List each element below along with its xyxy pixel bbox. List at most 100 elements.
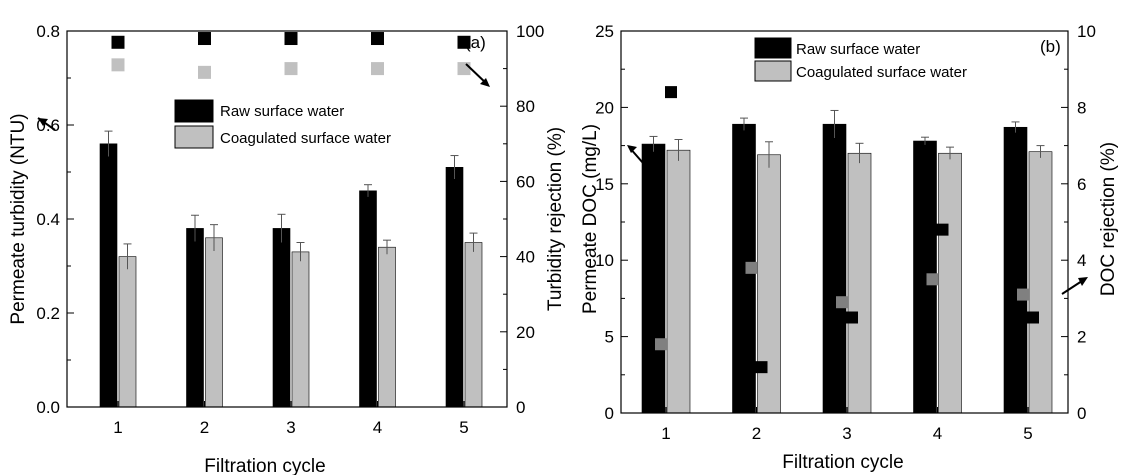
left-tick-label: 5 bbox=[605, 328, 614, 347]
rejection-marker bbox=[371, 62, 384, 76]
bar-raw-cycle-5 bbox=[1003, 126, 1028, 414]
left-tick-label: 0.2 bbox=[36, 304, 60, 323]
legend-label-coagulated: Coagulated surface water bbox=[220, 130, 391, 147]
panel-a-left-ticks: 0.00.20.40.60.8 bbox=[36, 22, 74, 417]
right-tick-label: 4 bbox=[1077, 251, 1086, 270]
panel-b-right-ticks: 0 2 4 6 8 10 bbox=[1061, 22, 1096, 423]
rejection-marker bbox=[284, 62, 298, 76]
panel-a-x-axis-title: Filtration cycle bbox=[204, 456, 325, 475]
panel-a-x-ticks: 1 2 3 4 5 bbox=[113, 401, 469, 437]
rejection-marker bbox=[371, 32, 384, 46]
rejection-marker bbox=[836, 296, 848, 309]
right-tick-label: 0 bbox=[1077, 404, 1086, 423]
left-tick-label: 25 bbox=[595, 22, 614, 41]
panel-b-x-ticks: 1 2 3 4 5 bbox=[661, 407, 1033, 443]
rejection-marker bbox=[1027, 311, 1039, 324]
right-tick-label: 2 bbox=[1077, 328, 1086, 347]
right-tick-label: 0 bbox=[516, 398, 525, 417]
rejection-marker bbox=[655, 338, 667, 351]
bar-coagulated-cycle-5 bbox=[464, 242, 483, 408]
left-tick-label: 15 bbox=[595, 175, 614, 194]
x-tick-label: 1 bbox=[113, 418, 122, 437]
legend-label-coagulated: Coagulated surface water bbox=[796, 64, 967, 81]
left-tick-label: 10 bbox=[595, 251, 614, 270]
rejection-marker bbox=[926, 273, 939, 286]
panel-a-rejection-markers bbox=[111, 32, 471, 79]
right-tick-label: 20 bbox=[516, 323, 535, 342]
legend-label-raw: Raw surface water bbox=[796, 41, 920, 58]
panel-a-left-axis-title: Permeate turbidity (NTU) bbox=[8, 113, 29, 324]
left-tick-label: 0.0 bbox=[36, 398, 60, 417]
panel-b-label: (b) bbox=[1040, 37, 1061, 56]
x-tick-label: 5 bbox=[1023, 424, 1032, 443]
panel-a-bars bbox=[99, 143, 483, 408]
panel-a-label: (a) bbox=[465, 33, 486, 52]
x-tick-label: 2 bbox=[200, 418, 209, 437]
bar-raw-cycle-4 bbox=[359, 190, 377, 408]
bar-raw-cycle-3 bbox=[822, 123, 847, 414]
panel-b-left-ticks: 0 5 10 15 20 25 bbox=[595, 22, 628, 423]
left-tick-label: 20 bbox=[595, 98, 614, 117]
right-tick-label: 6 bbox=[1077, 175, 1086, 194]
panel-b-right-axis-title: DOC rejection (%) bbox=[1098, 142, 1119, 296]
panel-b-left-axis-title: Permeate DOC (mg/L) bbox=[580, 124, 601, 314]
right-tick-label: 60 bbox=[516, 172, 535, 191]
right-tick-label: 80 bbox=[516, 97, 535, 116]
right-tick-label: 8 bbox=[1077, 98, 1086, 117]
bar-coagulated-cycle-3 bbox=[291, 251, 310, 408]
bar-coagulated-cycle-1 bbox=[666, 149, 691, 414]
x-tick-label: 1 bbox=[661, 424, 670, 443]
bar-coagulated-cycle-2 bbox=[205, 237, 223, 408]
panel-a-right-ticks: 0 20 40 60 80 100 bbox=[500, 22, 544, 417]
panel-b-bars bbox=[641, 123, 1053, 414]
x-tick-label: 3 bbox=[286, 418, 295, 437]
bar-raw-cycle-2 bbox=[186, 228, 204, 408]
bar-coagulated-cycle-4 bbox=[378, 246, 396, 408]
right-tick-label: 10 bbox=[1077, 22, 1096, 41]
x-tick-label: 5 bbox=[459, 418, 468, 437]
x-tick-label: 4 bbox=[933, 424, 942, 443]
rejection-marker bbox=[846, 311, 858, 324]
panel-b-error-bars bbox=[649, 109, 1045, 168]
x-tick-label: 2 bbox=[752, 424, 761, 443]
bar-raw-cycle-1 bbox=[99, 143, 118, 408]
legend-swatch-coagulated bbox=[754, 60, 792, 82]
x-tick-label: 4 bbox=[373, 418, 382, 437]
rejection-marker bbox=[745, 261, 758, 274]
right-tick-label: 100 bbox=[516, 22, 544, 41]
panel-a-error-bars bbox=[104, 130, 478, 270]
rejection-marker bbox=[1017, 288, 1029, 301]
rejection-marker bbox=[111, 35, 125, 49]
bar-coagulated-cycle-1 bbox=[118, 256, 137, 408]
bar-coagulated-cycle-4 bbox=[938, 152, 962, 414]
legend-swatch-coagulated bbox=[174, 125, 214, 149]
panel-b-arrows bbox=[627, 145, 1088, 295]
bar-raw-cycle-1 bbox=[641, 143, 666, 414]
legend-label-raw: Raw surface water bbox=[220, 103, 344, 120]
left-tick-label: 0.4 bbox=[36, 210, 60, 229]
panel-a-legend: Raw surface water Coagulated surface wat… bbox=[174, 99, 391, 149]
right-tick-label: 40 bbox=[516, 248, 535, 267]
bar-raw-cycle-3 bbox=[272, 228, 291, 408]
rejection-marker bbox=[198, 32, 211, 46]
panel-b-rejection-markers bbox=[655, 86, 1039, 374]
rejection-marker bbox=[665, 86, 677, 99]
legend-swatch-raw bbox=[754, 37, 792, 59]
panel-a-arrows bbox=[37, 63, 490, 131]
left-tick-label: 0 bbox=[605, 404, 614, 423]
rejection-marker bbox=[198, 65, 211, 79]
bar-raw-cycle-5 bbox=[445, 167, 464, 408]
legend-swatch-raw bbox=[174, 99, 214, 123]
panel-b-legend: Raw surface water Coagulated surface wat… bbox=[754, 37, 967, 82]
bar-coagulated-cycle-2 bbox=[757, 154, 781, 414]
panel-b-x-axis-title: Filtration cycle bbox=[782, 452, 903, 473]
rejection-marker bbox=[755, 361, 768, 374]
x-tick-label: 3 bbox=[842, 424, 851, 443]
panel-a-right-axis-title: Turbidity rejection (%) bbox=[545, 127, 566, 311]
rejection-marker bbox=[457, 62, 471, 76]
rejection-marker bbox=[284, 32, 298, 46]
rejection-marker bbox=[936, 223, 949, 236]
